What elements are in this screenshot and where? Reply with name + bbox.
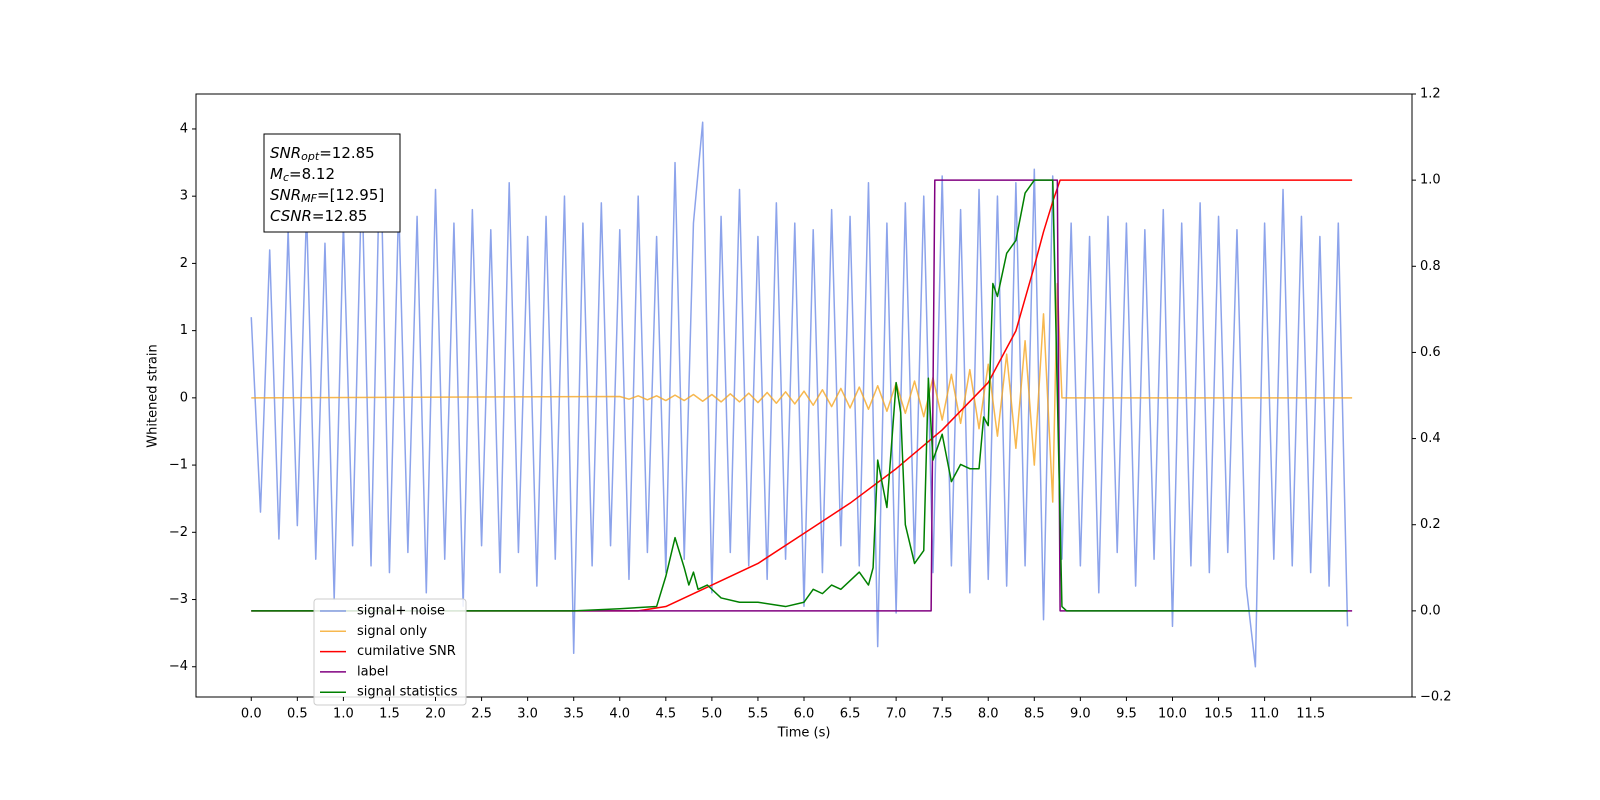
annotation-line: CSNR=12.85 — [270, 207, 367, 225]
annotation-text: =[12.95] — [317, 186, 384, 204]
y-tick-label: −2 — [169, 525, 188, 540]
x-tick-label: 3.5 — [563, 707, 584, 722]
y-tick-label: 1 — [180, 323, 188, 338]
annotation-subscript: c — [283, 171, 289, 184]
x-tick-label: 8.5 — [1024, 707, 1045, 722]
x-axis-label: Time (s) — [777, 726, 831, 741]
x-tick-label: 4.5 — [655, 707, 676, 722]
annotation-symbol: M — [270, 165, 283, 183]
legend-label: signal+ noise — [357, 604, 445, 619]
y2-tick-label: 0.4 — [1420, 431, 1441, 446]
y-tick-label: 2 — [180, 256, 188, 271]
y-tick-label: −4 — [169, 659, 188, 674]
x-tick-label: 5.0 — [702, 707, 723, 722]
y2-tick-label: −0.2 — [1420, 690, 1452, 705]
series-line — [251, 179, 1353, 612]
annotation-symbol: SNR — [270, 144, 301, 162]
x-tick-label: 11.5 — [1296, 707, 1325, 722]
annotation-line: SNRopt=12.85 — [270, 144, 375, 164]
legend: signal+ noise signal only cumilative SNR la… — [313, 598, 467, 706]
annotation-box: SNRopt=12.85Mc=8.12SNRMF=[12.95]CSNR=12.… — [263, 133, 401, 233]
y-tick-label: 4 — [180, 121, 188, 136]
x-tick-label: 1.5 — [379, 707, 400, 722]
legend-frame — [313, 598, 467, 706]
annotation-line: SNRMF=[12.95] — [270, 186, 384, 206]
y2-tick-label: 1.2 — [1420, 87, 1441, 102]
annotation-text: =12.85 — [319, 144, 375, 162]
x-tick-label: 10.0 — [1158, 707, 1187, 722]
y2-tick-label: 0.6 — [1420, 345, 1441, 360]
y-tick-label: 0 — [180, 390, 188, 405]
y-tick-label: −1 — [169, 458, 188, 473]
series-line — [251, 179, 1348, 612]
plot-area — [250, 121, 1353, 668]
annotation-symbol: SNR — [270, 186, 301, 204]
x-tick-label: 0.5 — [287, 707, 308, 722]
annotation-symbol: CSNR — [270, 207, 312, 225]
series-line — [251, 282, 1353, 503]
annotation-subscript: MF — [301, 192, 317, 205]
legend-label: signal only — [357, 624, 427, 639]
annotation-frame — [263, 133, 401, 233]
x-tick-label: 9.0 — [1070, 707, 1091, 722]
x-tick-label: 7.0 — [886, 707, 907, 722]
annotation-text: =12.85 — [312, 207, 368, 225]
series-line — [250, 121, 1349, 668]
y2-tick-label: 0.8 — [1420, 259, 1441, 274]
y-axis-label: Whitened strain — [146, 344, 161, 447]
y-tick-label: −3 — [169, 592, 188, 607]
x-tick-label: 9.5 — [1116, 707, 1137, 722]
annotation-subscript: opt — [301, 150, 320, 163]
x-tick-label: 3.0 — [517, 707, 538, 722]
annotation-line: Mc=8.12 — [270, 165, 335, 185]
x-tick-label: 6.5 — [840, 707, 861, 722]
x-tick-label: 11.0 — [1250, 707, 1279, 722]
x-tick-label: 7.5 — [932, 707, 953, 722]
legend-label: cumilative SNR — [357, 644, 456, 659]
annotation-text: =8.12 — [289, 165, 335, 183]
x-tick-label: 0.0 — [241, 707, 262, 722]
y2-tick-label: 0.0 — [1420, 603, 1441, 618]
y2-tick-label: 0.2 — [1420, 517, 1441, 532]
x-tick-label: 8.0 — [978, 707, 999, 722]
x-tick-label: 6.0 — [794, 707, 815, 722]
y2-tick-label: 1.0 — [1420, 173, 1441, 188]
legend-label: label — [357, 664, 388, 679]
x-tick-label: 1.0 — [333, 707, 354, 722]
x-tick-label: 2.5 — [471, 707, 492, 722]
y-tick-label: 3 — [180, 189, 188, 204]
x-tick-label: 2.0 — [425, 707, 446, 722]
legend-label: signal statistics — [357, 685, 458, 700]
x-tick-label: 10.5 — [1204, 707, 1233, 722]
x-tick-label: 4.0 — [609, 707, 630, 722]
x-tick-label: 5.5 — [748, 707, 769, 722]
